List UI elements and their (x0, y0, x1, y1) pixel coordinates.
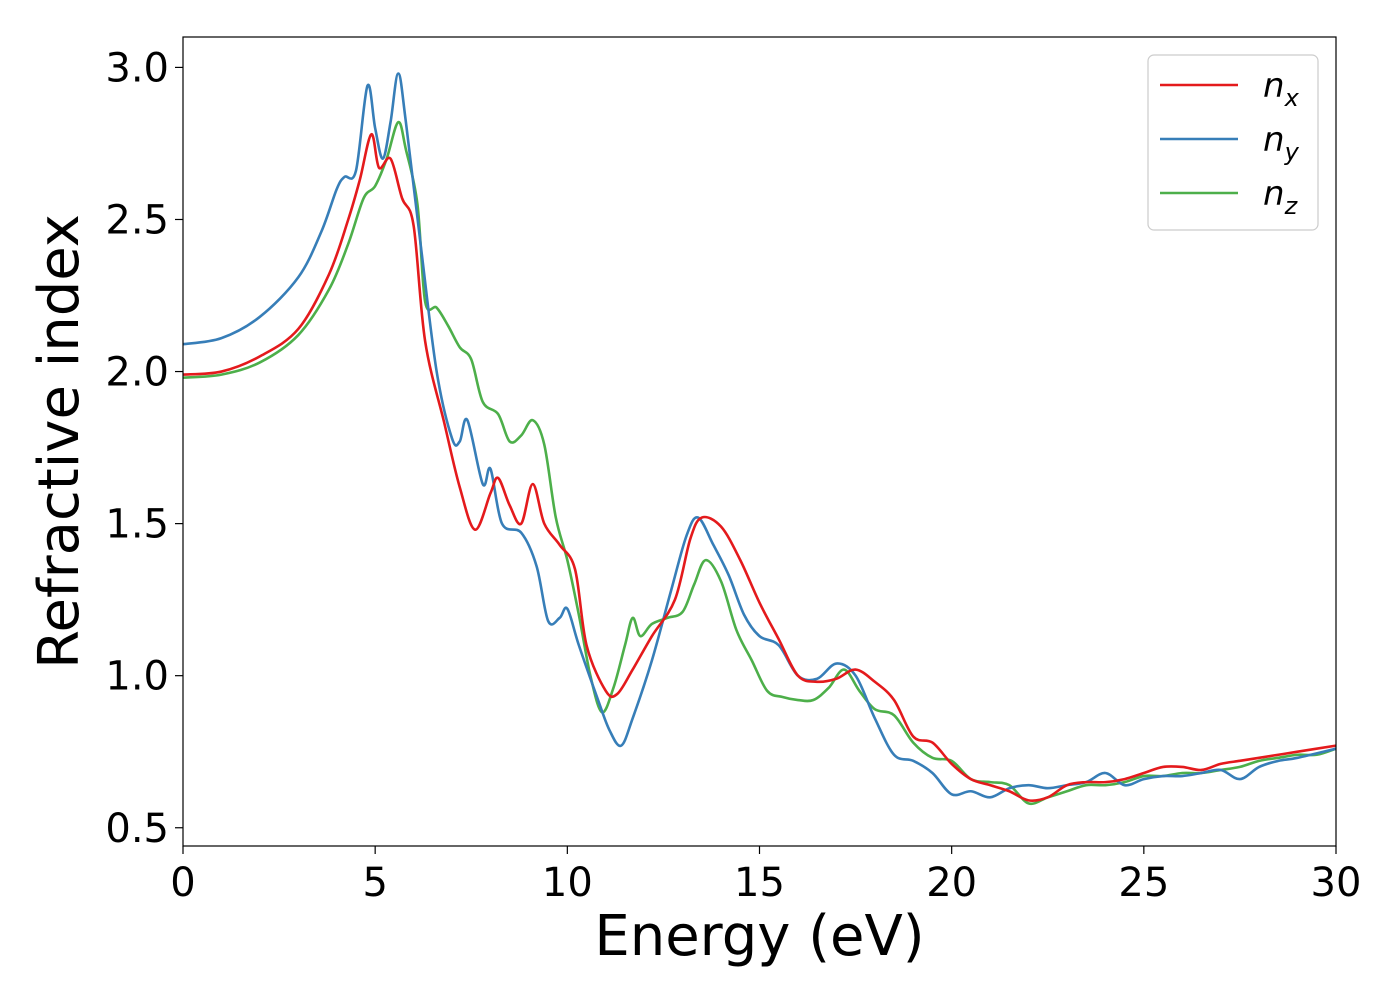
x-tick-label: 10 (542, 860, 593, 906)
x-tick-label: 20 (926, 860, 977, 906)
series-line-nz (182, 120, 1337, 806)
legend-label-base: n (1263, 174, 1285, 214)
x-tick-label: 0 (170, 860, 195, 906)
series-line-ny (182, 72, 1337, 799)
y-tick-label: 1.0 (105, 654, 169, 700)
y-tick-label: 0.5 (105, 806, 169, 852)
x-tick-label: 30 (1311, 860, 1362, 906)
series-line-nx (182, 133, 1337, 802)
x-axis-label: Energy (eV) (594, 904, 924, 969)
legend-label-subscript: z (1284, 192, 1299, 220)
legend-label-nx: nx (1263, 66, 1300, 112)
y-tick-label: 2.0 (105, 350, 169, 396)
legend-label-subscript: y (1284, 138, 1300, 166)
legend-label-nz: nz (1263, 174, 1299, 220)
x-tick-label: 25 (1118, 860, 1169, 906)
series-layer (182, 72, 1337, 806)
legend-label-base: n (1263, 66, 1285, 106)
x-axis-ticks: 0 5 10 15 20 25 30 (170, 846, 1361, 906)
legend-box (1147, 54, 1319, 231)
legend-label-base: n (1263, 120, 1285, 160)
x-tick-label: 15 (734, 860, 785, 906)
legend-label-ny: ny (1263, 120, 1300, 166)
y-tick-label: 3.0 (105, 45, 169, 91)
x-tick-label: 5 (362, 860, 387, 906)
y-tick-label: 1.5 (105, 502, 169, 548)
y-axis-label: Refractive index (27, 214, 92, 669)
y-tick-label: 2.5 (105, 197, 169, 243)
legend-label-subscript: x (1284, 84, 1300, 112)
y-axis-ticks: 0.5 1.0 1.5 2.0 2.5 3.0 (105, 45, 183, 852)
